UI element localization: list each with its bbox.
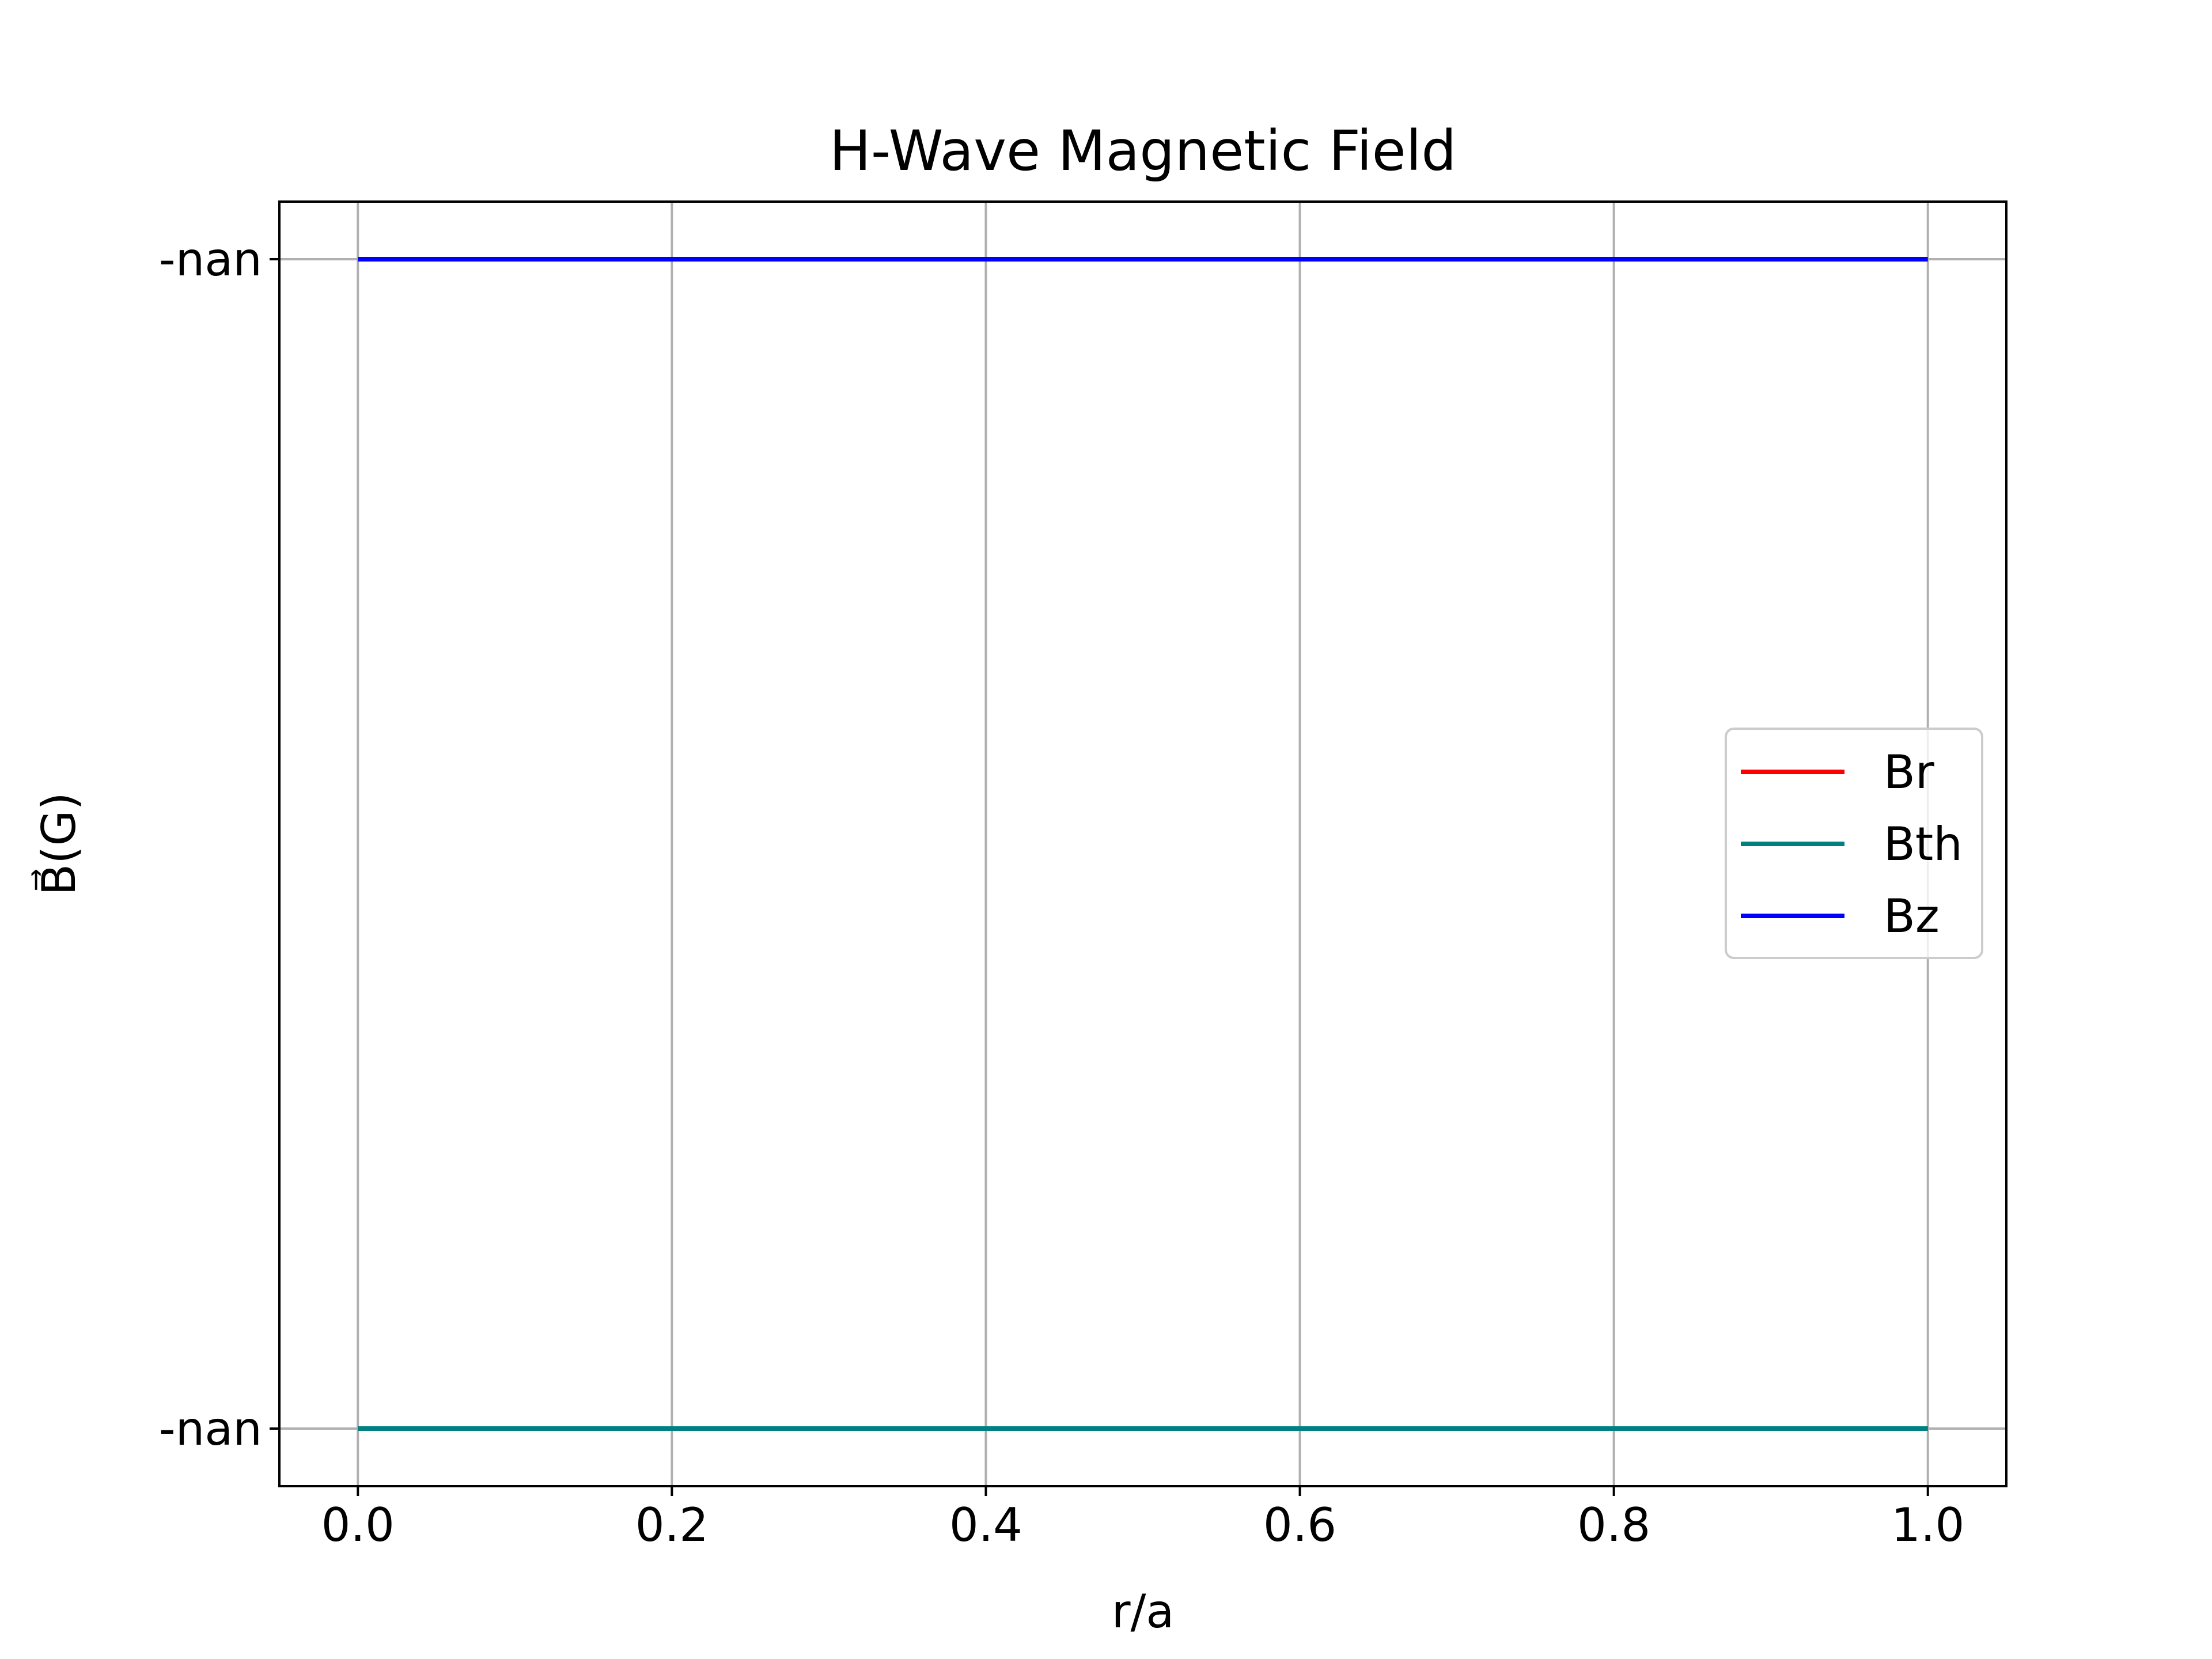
x-tick-label: 1.0 (1891, 1498, 1964, 1552)
x-axis-label: r/a (1112, 1585, 1175, 1638)
legend-entries: Br Bth Bz (1741, 745, 1963, 943)
x-tick-label: 0.4 (949, 1498, 1022, 1552)
x-tick-label: 0.0 (321, 1498, 395, 1552)
x-tick-label: 0.2 (635, 1498, 709, 1552)
ticks: 0.0 0.2 0.4 0.6 0.8 1.0 -nan -nan (159, 233, 1965, 1552)
legend-box (1725, 728, 1983, 959)
plot-frame (278, 200, 2008, 1487)
legend-label-bth: Bth (1884, 817, 1963, 871)
x-tick-label: 0.6 (1263, 1498, 1336, 1552)
chart-title: H-Wave Magnetic Field (830, 119, 1457, 183)
y-tick-label: -nan (159, 1402, 262, 1456)
series-lines (358, 257, 1928, 1431)
y-axis-label: B⃗(G) (31, 792, 86, 895)
x-tick-label: 0.8 (1577, 1498, 1650, 1552)
y-tick-label: -nan (159, 233, 262, 286)
legend: Br Bth Bz (1725, 728, 1983, 959)
legend-label-br: Br (1884, 745, 1934, 799)
legend-label-bz: Bz (1884, 889, 1940, 943)
